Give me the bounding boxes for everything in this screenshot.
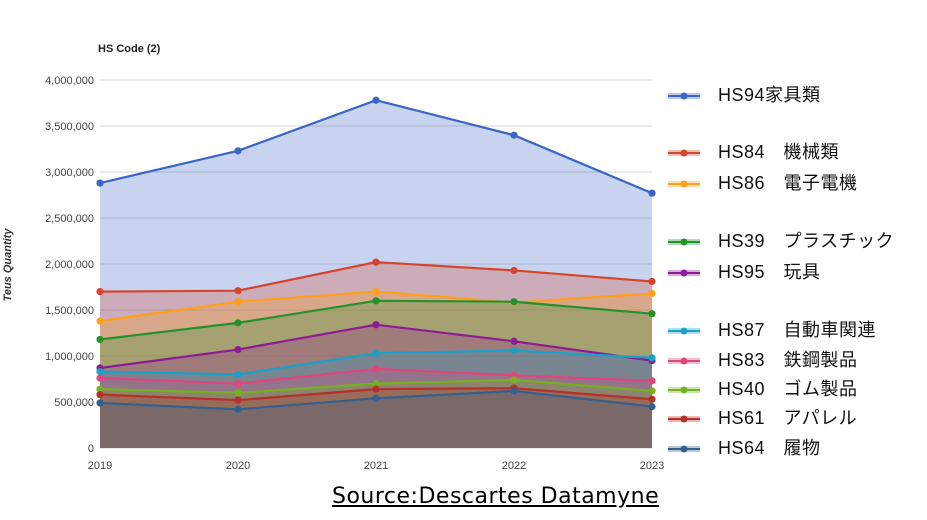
data-point [510,387,518,395]
data-point [510,346,518,355]
series-area [100,390,652,448]
legend-marker [680,445,688,453]
x-tick-label: 2021 [364,460,388,472]
y-tick-label: 0 [88,443,94,455]
legend: HS94家具類 HS84 機械類 HS86 電子電機 HS39 プラスチック HS95 … [668,85,894,458]
data-point [234,319,242,327]
data-point [372,288,380,296]
data-point [648,395,656,403]
data-point [648,377,656,385]
data-point [372,349,380,357]
x-tick-label: 2022 [502,460,526,472]
data-point [510,376,518,384]
legend-marker [680,357,688,365]
data-point [96,368,104,376]
data-point [372,365,380,373]
legend-marker [680,238,688,246]
data-point [510,298,518,306]
data-point [648,189,656,197]
y-tick-label: 4,000,000 [45,75,94,87]
data-point [648,277,656,286]
axes: 0 500,000 1,000,000 1,500,000 2,000,000 2,500… [45,75,664,472]
y-tick-label: 3,500,000 [45,121,94,133]
data-point [96,288,104,296]
y-tick-label: 1,000,000 [45,351,94,363]
data-point [96,335,104,344]
data-point [96,391,104,399]
data-point [96,385,104,393]
data-point [648,387,656,395]
legend-label: HS87 自動車関連 [718,320,876,340]
legend-label: HS84 機械類 [718,142,839,162]
y-axis-title: Teus Quantity [2,228,14,302]
legend-label: HS94家具類 [718,85,821,105]
chart-title: HS Code (2) [98,43,161,55]
legend-label: HS83 鉄鋼製品 [718,350,858,370]
y-tick-label: 3,000,000 [45,167,94,179]
data-point [648,310,656,318]
legend-label: HS95 玩具 [718,262,821,282]
legend-marker [680,92,688,100]
data-point [372,96,380,104]
data-point [648,289,656,298]
data-point [372,394,380,402]
series-points [96,96,656,413]
data-point [234,370,242,378]
data-point [234,380,242,388]
y-tick-label: 1,500,000 [45,305,94,317]
x-tick-label: 2020 [226,460,250,472]
legend-label: HS64 履物 [718,438,821,458]
x-tick-label: 2019 [88,460,112,472]
legend-marker [680,415,688,423]
data-point [510,131,518,139]
data-point [234,287,242,295]
data-point [648,354,656,362]
data-point [510,266,518,275]
legend-label: HS61 アパレル [718,408,857,428]
data-point [96,374,104,382]
data-point [96,317,104,325]
data-point [234,147,242,155]
legend-marker [680,149,688,157]
data-point [234,405,242,413]
legend-label: HS86 電子電機 [718,173,858,193]
x-tick-label: 2023 [640,460,664,472]
legend-label: HS40 ゴム製品 [718,379,858,399]
legend-marker [680,327,688,335]
data-point [234,345,242,354]
data-point [234,389,242,397]
data-point [510,337,518,345]
y-tick-label: 500,000 [54,397,94,409]
legend-marker [680,180,688,188]
data-point [234,298,242,306]
data-point [372,297,380,305]
data-point [372,258,380,266]
y-tick-label: 2,000,000 [45,259,94,271]
data-point [234,396,242,404]
data-point [96,399,104,407]
legend-marker [680,269,688,277]
data-point [96,179,104,187]
data-point [372,380,380,388]
data-point [648,403,656,411]
legend-marker [680,386,688,394]
data-point [372,321,380,329]
series-area [100,100,652,449]
source-caption: Source:Descartes Datamyne [332,484,660,509]
legend-label: HS39 プラスチック [718,231,894,251]
y-tick-label: 2,500,000 [45,213,94,225]
data-point [372,385,380,393]
